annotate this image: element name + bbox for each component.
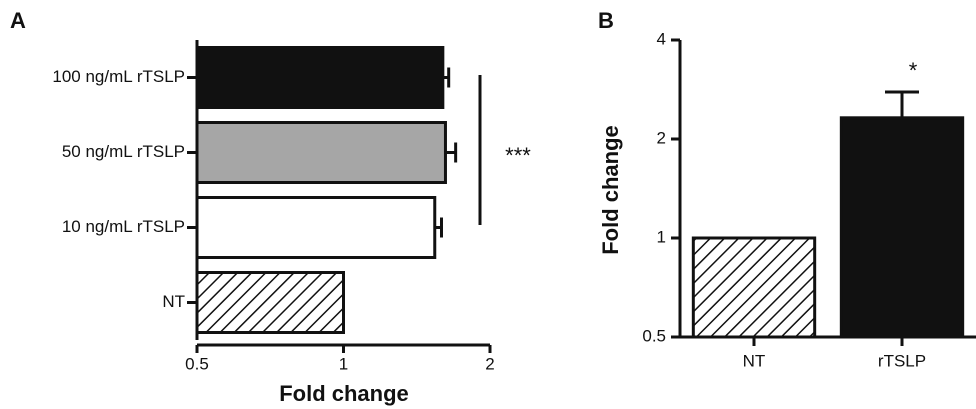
panel-label: B bbox=[598, 8, 614, 33]
y-tick-label: 1 bbox=[657, 227, 666, 246]
panel-label: A bbox=[10, 8, 26, 33]
y-tick-label: 4 bbox=[657, 29, 666, 48]
y-tick-label: 2 bbox=[657, 128, 666, 147]
x-tick-label: rTSLP bbox=[878, 351, 926, 370]
bar bbox=[691, 236, 817, 339]
annotation: *** bbox=[505, 143, 531, 168]
x-tick-label: 2 bbox=[485, 354, 494, 373]
x-tick-label: 0.5 bbox=[185, 354, 209, 373]
bar bbox=[195, 271, 345, 334]
y-tick-label: 100 ng/mL rTSLP bbox=[52, 67, 185, 86]
bar bbox=[839, 116, 965, 339]
x-axis-label: Fold change bbox=[279, 381, 409, 406]
x-tick-label: 1 bbox=[339, 354, 348, 373]
bar bbox=[195, 121, 447, 184]
bar bbox=[195, 46, 445, 109]
y-tick-label: 50 ng/mL rTSLP bbox=[62, 142, 185, 161]
y-tick-label: 0.5 bbox=[642, 326, 666, 345]
bar bbox=[195, 196, 437, 259]
y-axis-label: Fold change bbox=[598, 125, 623, 255]
annotation: * bbox=[909, 58, 918, 83]
y-tick-label: NT bbox=[162, 292, 185, 311]
x-tick-label: NT bbox=[743, 351, 766, 370]
y-tick-label: 10 ng/mL rTSLP bbox=[62, 217, 185, 236]
